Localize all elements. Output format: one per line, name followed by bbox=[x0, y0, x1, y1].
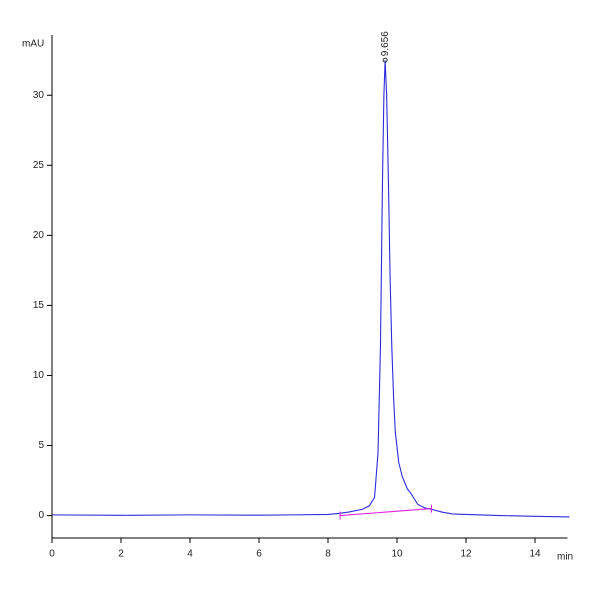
x-tick-label: 10 bbox=[391, 549, 403, 560]
x-tick-label: 12 bbox=[460, 549, 472, 560]
x-axis-label: min bbox=[557, 552, 573, 563]
series-line bbox=[51, 60, 570, 518]
x-tick-label: 4 bbox=[187, 549, 193, 560]
y-tick-label: 30 bbox=[33, 90, 45, 101]
x-tick-label: 2 bbox=[118, 549, 124, 560]
y-tick-label: 25 bbox=[33, 160, 45, 171]
series-line bbox=[340, 508, 432, 517]
y-tick-label: 10 bbox=[33, 370, 45, 381]
y-tick-label: 0 bbox=[38, 510, 44, 521]
x-tick-label: 0 bbox=[49, 549, 55, 560]
x-tick-label: 6 bbox=[256, 549, 262, 560]
y-tick-label: 5 bbox=[38, 440, 44, 451]
y-axis-label: mAU bbox=[22, 39, 44, 50]
x-tick-label: 14 bbox=[529, 549, 541, 560]
peak-label: 9.656 bbox=[380, 31, 391, 56]
x-tick-label: 8 bbox=[325, 549, 331, 560]
peak-marker bbox=[382, 57, 388, 63]
y-tick-label: 15 bbox=[33, 300, 45, 311]
y-tick-label: 20 bbox=[33, 230, 45, 241]
